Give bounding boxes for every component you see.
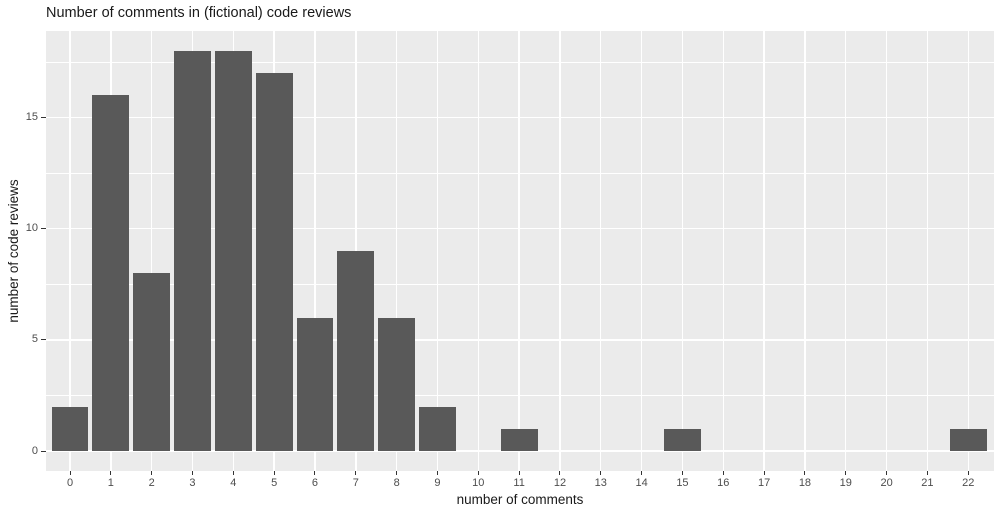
x-tick-mark (681, 471, 683, 475)
plot-panel (46, 31, 994, 471)
y-tick-label: 15 (25, 111, 38, 124)
v-gridline (763, 31, 765, 471)
y-axis-title: number of code reviews (6, 179, 21, 323)
bar (92, 95, 130, 451)
bar (664, 428, 701, 451)
x-tick-mark (69, 471, 71, 475)
x-tick-mark (191, 471, 193, 475)
x-tick-label: 1 (107, 477, 114, 489)
x-tick-label: 2 (148, 477, 155, 489)
x-tick-label: 19 (839, 477, 852, 489)
y-tick-label: 0 (31, 444, 38, 457)
v-gridline (681, 31, 684, 471)
x-tick-label: 18 (798, 477, 812, 489)
x-tick-label: 22 (962, 477, 975, 489)
x-tick-label: 0 (66, 477, 74, 489)
x-tick-mark (845, 471, 847, 475)
bar (419, 406, 456, 451)
x-tick-label: 17 (757, 477, 771, 489)
y-tick-label: 10 (25, 222, 38, 235)
v-gridline (518, 31, 520, 471)
x-tick-mark (763, 471, 765, 475)
bar (296, 317, 334, 451)
x-tick-label: 7 (352, 477, 359, 489)
x-tick-label: 8 (393, 477, 400, 489)
bar (51, 406, 89, 451)
v-gridline (967, 31, 969, 471)
bar (378, 317, 416, 451)
h-gridline-major (46, 116, 994, 119)
x-tick-label: 10 (472, 477, 485, 489)
h-gridline-major (46, 228, 994, 230)
x-tick-mark (314, 471, 316, 475)
v-gridline (926, 31, 929, 471)
y-tick-mark (41, 117, 46, 119)
x-tick-mark (396, 471, 398, 475)
bar (337, 251, 375, 451)
x-tick-mark (232, 471, 234, 475)
x-tick-mark (518, 471, 520, 475)
x-tick-mark (273, 471, 275, 475)
x-tick-mark (151, 471, 153, 475)
x-tick-label: 20 (880, 477, 893, 489)
v-gridline (314, 31, 316, 471)
x-tick-label: 11 (513, 477, 525, 489)
x-tick-label: 4 (230, 477, 237, 489)
x-tick-mark (926, 471, 928, 475)
x-tick-mark (436, 471, 438, 475)
v-gridline (436, 31, 439, 471)
bar (174, 51, 211, 451)
v-gridline (845, 31, 847, 471)
bar (133, 273, 171, 451)
x-tick-mark (477, 471, 479, 475)
h-gridline-minor (46, 172, 994, 174)
v-gridline (559, 31, 561, 471)
bar (255, 73, 293, 451)
x-tick-label: 16 (717, 477, 730, 489)
x-tick-mark (641, 471, 643, 475)
v-gridline (600, 31, 602, 471)
x-tick-mark (110, 471, 112, 475)
h-gridline-minor (46, 395, 994, 396)
bar (500, 428, 538, 451)
x-tick-mark (804, 471, 806, 475)
x-tick-mark (722, 471, 724, 475)
x-tick-label: 3 (189, 477, 196, 489)
h-gridline-major (46, 450, 994, 452)
x-tick-mark (355, 471, 357, 475)
x-tick-label: 5 (271, 477, 278, 489)
h-gridline-minor (46, 61, 994, 63)
h-gridline-minor (46, 283, 994, 285)
x-tick-mark (600, 471, 602, 475)
v-gridline (69, 31, 71, 471)
x-tick-label: 9 (434, 477, 441, 489)
chart-title: Number of comments in (fictional) code r… (46, 5, 352, 21)
x-tick-label: 14 (635, 477, 648, 489)
v-gridline (804, 31, 806, 471)
x-tick-label: 15 (676, 477, 689, 489)
y-tick-mark (41, 339, 46, 341)
y-tick-mark (41, 228, 46, 230)
y-tick-label: 5 (31, 333, 38, 346)
bar (949, 428, 987, 451)
v-gridline (640, 31, 643, 471)
x-tick-mark (559, 471, 561, 475)
bar (214, 51, 252, 451)
v-gridline (150, 31, 153, 471)
v-gridline (885, 31, 888, 471)
y-tick-mark (41, 450, 46, 452)
x-tick-mark (967, 471, 969, 475)
x-tick-label: 6 (311, 477, 319, 489)
h-gridline-major (46, 339, 994, 341)
v-gridline (722, 31, 724, 471)
v-gridline (395, 31, 398, 471)
x-tick-label: 13 (594, 477, 607, 489)
x-tick-mark (886, 471, 888, 475)
x-tick-label: 12 (553, 477, 567, 489)
v-gridline (477, 31, 479, 471)
x-tick-label: 21 (921, 477, 934, 489)
x-axis-title: number of comments (456, 492, 584, 507)
